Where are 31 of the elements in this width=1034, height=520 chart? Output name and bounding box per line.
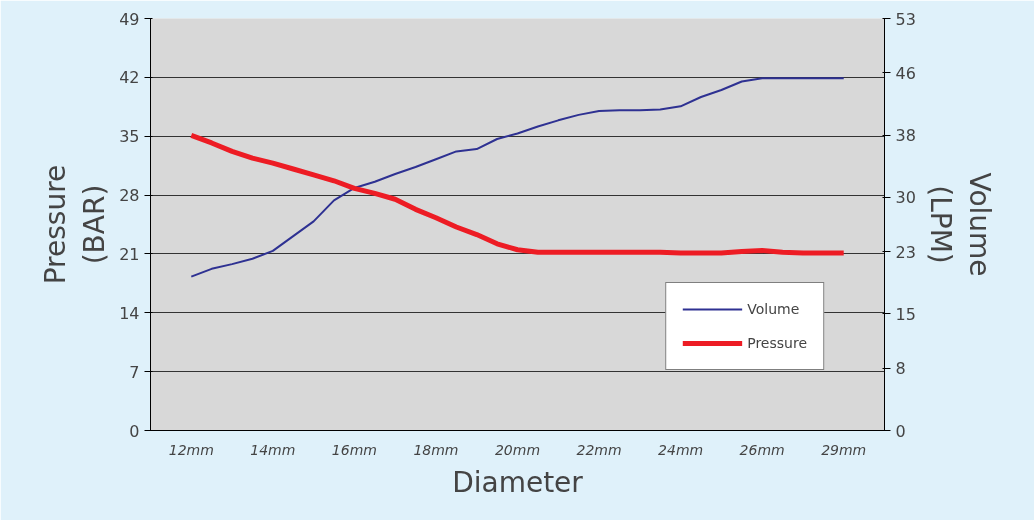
y-tick-label: 49 bbox=[119, 9, 140, 29]
y-tick-label: 21 bbox=[119, 244, 140, 264]
legend-label: Pressure bbox=[747, 335, 807, 351]
x-tick-label: 12mm bbox=[168, 441, 214, 458]
y2-tick-label: 23 bbox=[895, 242, 916, 262]
x-tick-label: 18mm bbox=[413, 441, 459, 458]
x-tick-label: 16mm bbox=[331, 441, 377, 458]
line-series bbox=[190, 77, 845, 278]
legend-label: Volume bbox=[747, 301, 800, 317]
y2-tick-label: 30 bbox=[895, 188, 916, 208]
x-tick-label: 20mm bbox=[494, 441, 541, 458]
y2-tick-label: 38 bbox=[895, 126, 916, 146]
x-axis-title: Diameter bbox=[452, 465, 584, 499]
x-tick-label: 29mm bbox=[821, 441, 867, 458]
y2-axis-title: Volume (LPM) bbox=[923, 172, 997, 277]
y-tick-label: 28 bbox=[119, 186, 140, 206]
x-tick-label: 26mm bbox=[739, 441, 785, 458]
y2-tick-label: 0 bbox=[895, 421, 906, 441]
y-tick-label: 7 bbox=[129, 362, 140, 382]
x-tick-label: 24mm bbox=[658, 441, 704, 458]
y2-tick-label: 46 bbox=[895, 63, 916, 83]
y2-tick-label: 15 bbox=[895, 304, 916, 324]
y2-tick-label: 53 bbox=[895, 9, 916, 29]
y2-tick-label: 8 bbox=[895, 359, 906, 379]
x-tick-label: 22mm bbox=[576, 441, 622, 458]
y-axis-title: Pressure (BAR) bbox=[38, 164, 112, 285]
y-tick-label: 0 bbox=[129, 421, 140, 441]
y-tick-label: 42 bbox=[119, 68, 140, 88]
x-tick-label: 14mm bbox=[250, 441, 296, 458]
y-tick-label: 35 bbox=[119, 127, 140, 147]
y-tick-label: 14 bbox=[119, 303, 140, 323]
